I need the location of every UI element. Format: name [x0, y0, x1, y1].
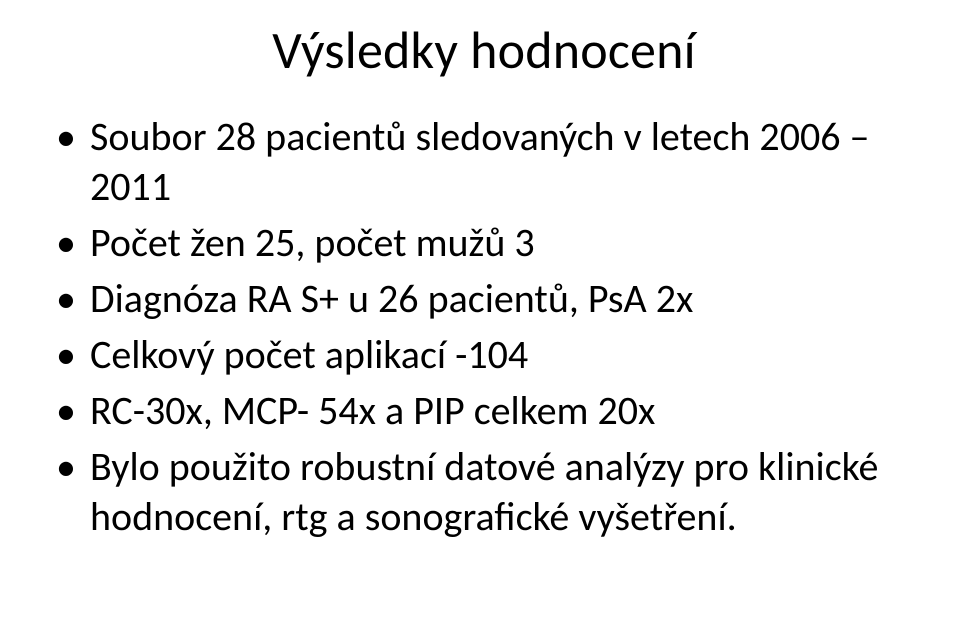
list-item: Soubor 28 pacientů sledovaných v letech …: [56, 112, 920, 212]
list-item: Počet žen 25, počet mužů 3: [56, 218, 920, 268]
list-item: RC-30x, MCP- 54x a PIP celkem 20x: [56, 386, 920, 436]
list-item: Celkový počet aplikací -104: [56, 330, 920, 380]
list-item: Diagnóza RA S+ u 26 pacientů, PsA 2x: [56, 274, 920, 324]
slide-title: Výsledky hodnocení: [48, 18, 920, 82]
bullet-list: Soubor 28 pacientů sledovaných v letech …: [48, 112, 920, 542]
list-item: Bylo použito robustní datové analýzy pro…: [56, 442, 920, 542]
slide: Výsledky hodnocení Soubor 28 pacientů sl…: [0, 0, 960, 628]
